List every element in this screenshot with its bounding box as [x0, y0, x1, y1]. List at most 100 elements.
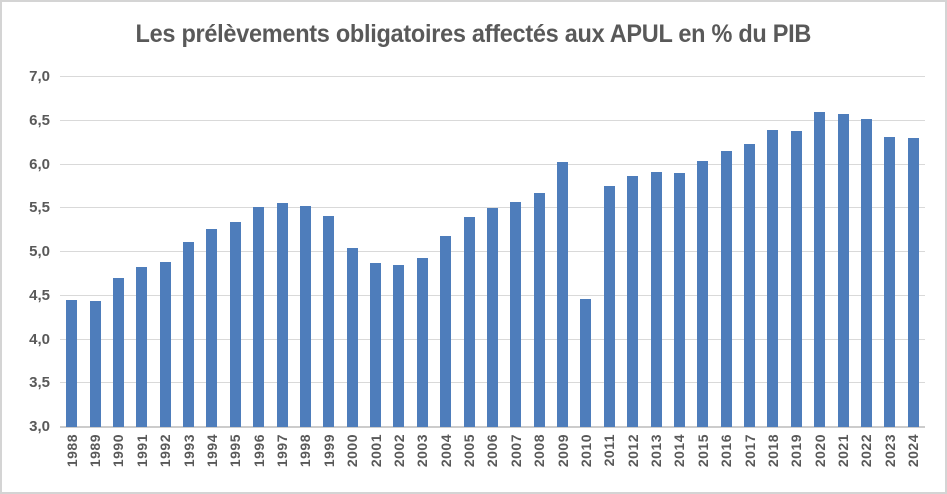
x-tick-cell: 1996 — [247, 434, 270, 492]
bar-1989 — [89, 301, 101, 427]
x-tick-label: 2012 — [624, 434, 641, 468]
bar-2022 — [860, 119, 872, 427]
x-tick-label: 1997 — [274, 434, 291, 468]
bar-column — [107, 77, 130, 427]
x-tick-cell: 1988 — [60, 434, 83, 492]
bar-column — [154, 77, 177, 427]
x-tick-cell: 2018 — [761, 434, 784, 492]
x-axis: 1988 1989 1990 1991 1992 1993 1994 1995 1996 1997… — [60, 434, 925, 492]
x-tick-cell: 2021 — [831, 434, 854, 492]
bar-column — [621, 77, 644, 427]
x-tick-label: 1993 — [180, 434, 197, 468]
y-tick-label: 7,0 — [29, 68, 50, 85]
bar-column — [691, 77, 714, 427]
x-tick-label: 2011 — [601, 434, 618, 467]
x-tick-cell: 1995 — [224, 434, 247, 492]
bar-column — [364, 77, 387, 427]
x-tick-label: 2020 — [811, 434, 828, 468]
bar-column — [831, 77, 854, 427]
x-tick-label: 2015 — [694, 434, 711, 468]
x-tick-cell: 2011 — [598, 434, 621, 492]
bar-2009 — [557, 161, 569, 427]
bar-2004 — [440, 236, 452, 427]
bar-column — [855, 77, 878, 427]
x-tick-cell: 1998 — [294, 434, 317, 492]
bar-1998 — [299, 205, 311, 427]
x-tick-label: 2014 — [671, 434, 688, 468]
bar-2010 — [580, 299, 592, 427]
x-tick-label: 2006 — [484, 434, 501, 468]
bar-1994 — [206, 229, 218, 427]
x-tick-label: 2010 — [577, 434, 594, 468]
bar-2023 — [884, 137, 896, 427]
bar-1995 — [229, 222, 241, 427]
x-tick-label: 1991 — [133, 434, 150, 468]
x-tick-label: 1999 — [320, 434, 337, 468]
x-tick-cell: 1993 — [177, 434, 200, 492]
x-tick-cell: 2019 — [785, 434, 808, 492]
y-axis: 7,0 6,5 6,0 5,5 5,0 4,5 4,0 3,5 3,0 — [2, 68, 52, 435]
bar-1997 — [276, 203, 288, 427]
x-tick-cell: 2010 — [574, 434, 597, 492]
bar-1988 — [66, 300, 78, 427]
bar-2000 — [346, 247, 358, 427]
x-tick-cell: 2024 — [902, 434, 925, 492]
gridline — [60, 207, 925, 209]
bar-column — [598, 77, 621, 427]
y-tick-label: 4,5 — [29, 286, 50, 304]
x-tick-label: 2004 — [437, 434, 454, 468]
x-tick-cell: 2008 — [528, 434, 551, 492]
x-tick-cell: 1999 — [317, 434, 340, 492]
x-tick-label: 2005 — [461, 434, 478, 468]
bar-column — [551, 77, 574, 427]
bar-column — [504, 77, 527, 427]
x-tick-label: 2001 — [367, 434, 384, 468]
bar-column — [60, 77, 83, 427]
x-tick-label: 1996 — [250, 434, 267, 468]
x-tick-cell: 2007 — [504, 434, 527, 492]
x-tick-cell: 2013 — [644, 434, 667, 492]
y-tick-label: 6,5 — [29, 111, 50, 129]
bar-1993 — [183, 241, 195, 427]
x-tick-label: 1998 — [297, 434, 314, 468]
x-tick-cell: 2016 — [715, 434, 738, 492]
bar-column — [247, 77, 270, 427]
x-tick-cell: 2001 — [364, 434, 387, 492]
x-tick-cell: 2009 — [551, 434, 574, 492]
bar-2006 — [486, 208, 498, 427]
bar-2024 — [907, 138, 919, 427]
x-tick-label: 2022 — [858, 434, 875, 468]
bar-2013 — [650, 172, 662, 427]
bar-2021 — [837, 113, 849, 427]
bar-series — [60, 77, 925, 427]
x-tick-cell: 1989 — [83, 434, 106, 492]
bar-2019 — [790, 131, 802, 427]
bar-1999 — [323, 216, 335, 427]
bar-column — [294, 77, 317, 427]
bar-column — [411, 77, 434, 427]
bar-column — [177, 77, 200, 427]
bar-column — [481, 77, 504, 427]
x-tick-cell: 1992 — [154, 434, 177, 492]
x-tick-label: 2003 — [414, 434, 431, 468]
x-tick-label: 1988 — [63, 434, 80, 468]
bar-1996 — [253, 207, 265, 427]
bar-column — [387, 77, 410, 427]
x-tick-label: 2019 — [788, 434, 805, 468]
bar-2016 — [720, 151, 732, 427]
x-tick-label: 1994 — [203, 434, 220, 468]
x-tick-cell: 2012 — [621, 434, 644, 492]
y-tick-label: 5,0 — [29, 243, 50, 260]
x-tick-label: 2008 — [531, 434, 548, 468]
x-tick-cell: 2020 — [808, 434, 831, 492]
x-tick-cell: 1990 — [107, 434, 130, 492]
bar-2011 — [603, 186, 615, 427]
x-tick-label: 2000 — [344, 434, 361, 468]
bar-2015 — [697, 161, 709, 427]
bar-1992 — [159, 261, 171, 427]
bar-column — [83, 77, 106, 427]
bar-column — [270, 77, 293, 427]
bar-2017 — [744, 144, 756, 427]
x-tick-label: 2002 — [390, 434, 407, 468]
